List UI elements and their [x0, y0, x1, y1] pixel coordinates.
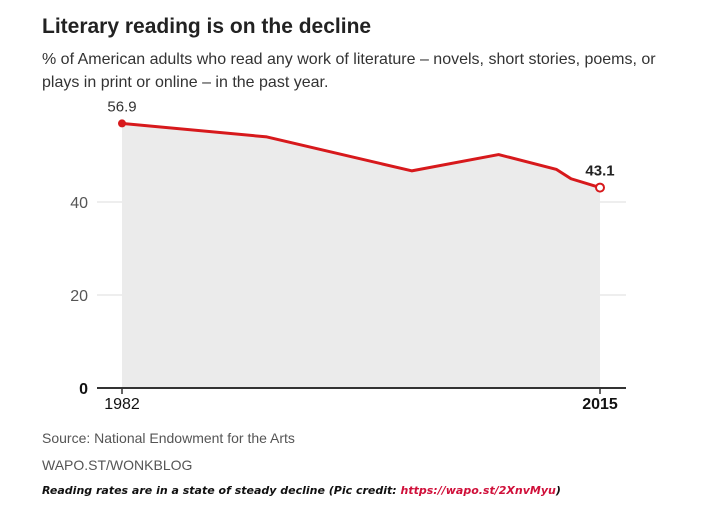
- source-note: Source: National Endowment for the Arts: [42, 430, 295, 446]
- start-value-label: 56.9: [107, 98, 136, 115]
- image-caption: Reading rates are in a state of steady d…: [42, 484, 561, 497]
- x-tick-label-1982: 1982: [104, 396, 140, 413]
- chart-title: Literary reading is on the decline: [42, 15, 372, 38]
- y-tick-label-40: 40: [70, 195, 88, 212]
- area-fill: [122, 123, 600, 388]
- caption-end: ): [555, 484, 561, 497]
- end-point: [595, 182, 605, 193]
- line-chart: 0 20 40 1982 2015 56.9 43.1: [70, 98, 626, 413]
- y-tick-label-0: 0: [79, 381, 88, 398]
- end-value-label: 43.1: [585, 163, 614, 180]
- credit-note: WAPO.ST/WONKBLOG: [42, 457, 193, 473]
- start-point: [118, 119, 126, 128]
- caption-link[interactable]: https://wapo.st/2XnvMyu: [400, 484, 556, 497]
- caption-text: Reading rates are in a state of steady d…: [42, 484, 401, 497]
- x-tick-label-2015: 2015: [582, 396, 618, 413]
- y-tick-label-20: 20: [70, 288, 88, 305]
- chart-subtitle: % of American adults who read any work o…: [42, 51, 656, 91]
- series-line: [120, 121, 602, 190]
